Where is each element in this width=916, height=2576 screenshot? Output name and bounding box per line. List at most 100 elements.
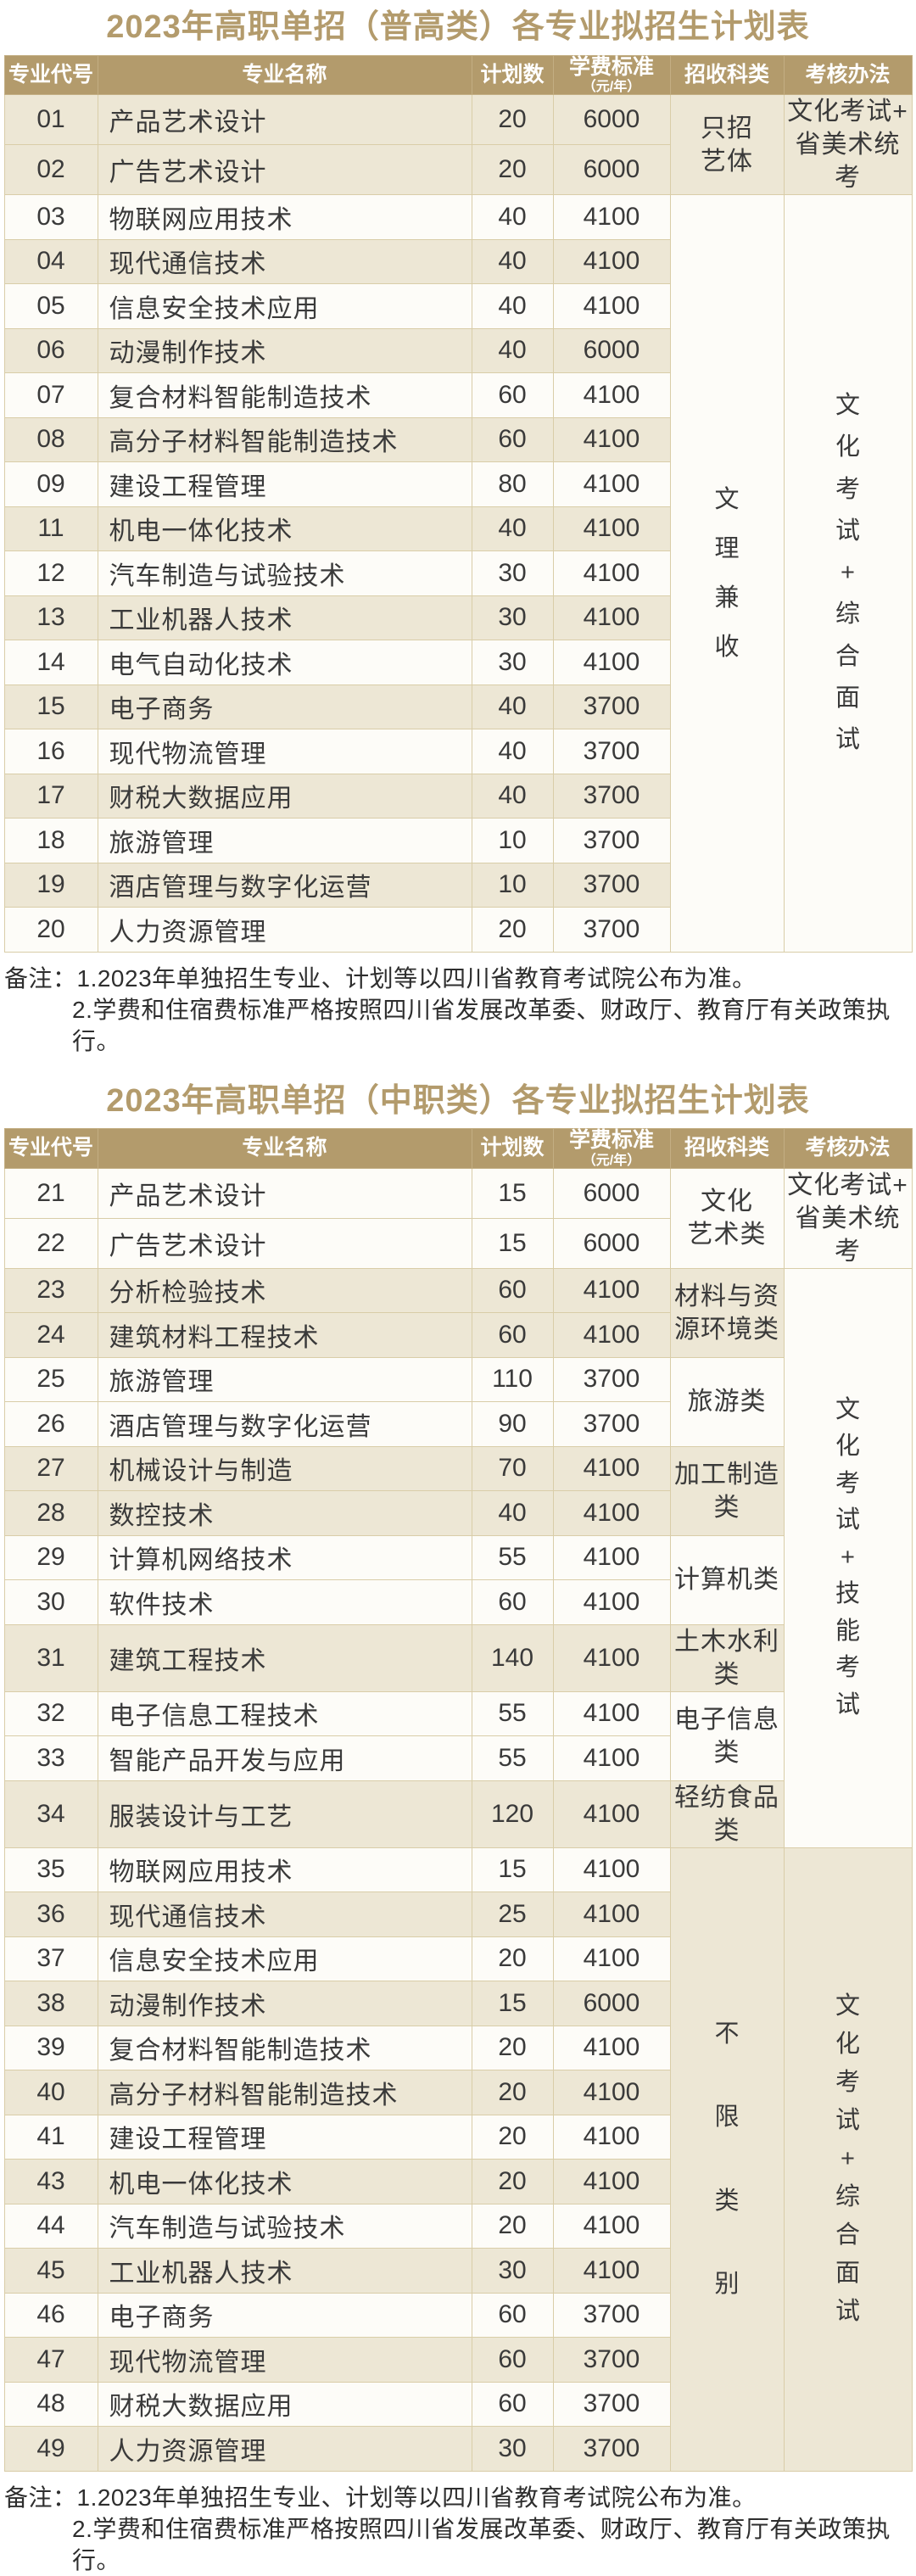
plan-cell: 60 [471, 372, 554, 418]
table-row: 24 建筑材料工程技术 60 4100 [3, 1312, 912, 1358]
plan-cell: 30 [471, 550, 554, 596]
code-cell: 29 [3, 1534, 98, 1581]
major-cell: 电气自动化技术 [97, 640, 472, 685]
plan-cell: 10 [471, 862, 554, 908]
tuition-cell: 4100 [552, 2070, 671, 2115]
table-row: 16 现代物流管理 40 3700 [3, 729, 912, 774]
table-row: 45 工业机器人技术 30 4100 [3, 2248, 912, 2294]
major-cell: 建设工程管理 [97, 2114, 472, 2160]
plan-cell: 20 [471, 2159, 554, 2204]
enrollment-table-pugao: 专业代号 专业名称 计划数 学费标准 （元/年） 招收科类 考核办法 01 产品艺术设计 20 6… [3, 54, 913, 953]
plan-cell: 140 [471, 1623, 554, 1692]
code-cell: 04 [3, 238, 98, 285]
col-header-tuition: 学费标准 （元/年） [552, 1128, 671, 1169]
method-cell: 文化考试+ 省美术统考 [783, 1167, 913, 1269]
major-cell: 电子商务 [97, 684, 472, 730]
code-cell: 43 [3, 2159, 98, 2204]
tuition-cell: 4100 [552, 1891, 671, 1937]
code-cell: 27 [3, 1445, 98, 1492]
table-row: 33 智能产品开发与应用 55 4100 [3, 1735, 912, 1781]
tuition-cell: 3700 [552, 818, 671, 863]
major-cell: 服装设计与工艺 [97, 1780, 472, 1848]
category-cell: 土木水利类 [669, 1623, 785, 1692]
category-cell: 旅游类 [669, 1356, 785, 1447]
table-row: 14 电气自动化技术 30 4100 [3, 640, 912, 685]
tuition-cell: 4100 [552, 550, 671, 596]
table-row: 40 高分子材料智能制造技术 20 4100 [3, 2070, 912, 2115]
code-cell: 17 [3, 773, 98, 819]
major-cell: 信息安全技术应用 [97, 1936, 472, 1982]
table-row: 43 机电一体化技术 20 4100 [3, 2159, 912, 2204]
major-cell: 信息安全技术应用 [97, 283, 472, 329]
table-title-zhongzhi: 2023年高职单招（中职类）各专业拟招生计划表 [106, 1082, 810, 1119]
table-title-pugao: 2023年高职单招（普高类）各专业拟招生计划表 [106, 9, 810, 45]
tuition-cell: 3700 [552, 862, 671, 908]
major-cell: 现代通信技术 [97, 1891, 472, 1937]
code-cell: 30 [3, 1579, 98, 1625]
tuition-cell: 3700 [552, 2426, 671, 2472]
plan-cell: 40 [471, 283, 554, 329]
col-header-category: 招收科类 [669, 54, 785, 96]
major-cell: 现代物流管理 [97, 2337, 472, 2383]
code-cell: 25 [3, 1356, 98, 1403]
tuition-cell: 4100 [552, 461, 671, 507]
table-row: 08 高分子材料智能制造技术 60 4100 [3, 416, 912, 463]
major-cell: 汽车制造与试验技术 [97, 550, 472, 596]
method-cell: 文化考试 + 综合面试 [783, 1847, 913, 2472]
table-row: 32 电子信息工程技术 55 4100 电子信息类 [3, 1690, 912, 1781]
tuition-cell: 6000 [552, 1981, 671, 2026]
plan-cell: 110 [471, 1356, 554, 1403]
code-cell: 06 [3, 327, 98, 374]
tuition-cell: 4100 [552, 1312, 671, 1358]
tuition-cell: 3700 [552, 684, 671, 730]
code-cell: 12 [3, 550, 98, 596]
major-cell: 物联网应用技术 [97, 194, 472, 240]
tuition-cell: 4100 [552, 1690, 671, 1737]
tuition-cell: 6000 [552, 327, 671, 374]
tuition-cell: 3700 [552, 2381, 671, 2428]
major-cell: 机电一体化技术 [97, 2159, 472, 2204]
category-cell: 电子信息类 [669, 1690, 785, 1781]
plan-cell: 15 [471, 1847, 554, 1893]
major-cell: 机械设计与制造 [97, 1445, 472, 1492]
table-row: 11 机电一体化技术 40 4100 [3, 506, 912, 552]
note-line-1: 备注：1.2023年单独招生专业、计划等以四川省教育考试院公布为准。 [4, 2484, 757, 2511]
table-row: 15 电子商务 40 3700 [3, 684, 912, 730]
plan-cell: 15 [471, 1981, 554, 2026]
tuition-cell: 4100 [552, 1780, 671, 1848]
section-zhongzhi: 2023年高职单招（中职类）各专业拟招生计划表 专业代号 专业名称 计划数 学费标准（… [0, 1082, 916, 2576]
plan-cell: 60 [471, 1267, 554, 1314]
tuition-cell: 6000 [552, 94, 671, 146]
header-row: 专业代号 专业名称 计划数 学费标准 （元/年） 招收科类 考核办法 [3, 1128, 913, 1169]
tuition-cell: 4100 [552, 506, 671, 552]
code-cell: 47 [3, 2337, 98, 2383]
plan-cell: 40 [471, 773, 554, 819]
tuition-cell: 4100 [552, 2025, 671, 2071]
code-cell: 19 [3, 862, 98, 908]
tuition-cell: 4100 [552, 1267, 671, 1314]
tuition-cell: 3700 [552, 1356, 671, 1403]
major-cell: 动漫制作技术 [97, 1981, 472, 2026]
col-header-plan: 计划数 [471, 1128, 554, 1169]
plan-cell: 20 [471, 2070, 554, 2115]
tuition-cell: 4100 [552, 238, 671, 285]
plan-cell: 55 [471, 1690, 554, 1737]
table-row: 03 物联网应用技术 40 4100 文理兼收文化考试 + 综合面试 [3, 194, 913, 953]
tuition-cell: 4100 [552, 2203, 671, 2249]
plan-cell: 10 [471, 818, 554, 863]
tuition-cell: 4100 [552, 372, 671, 418]
tuition-cell: 4100 [552, 283, 671, 329]
category-cell: 轻纺食品类 [669, 1780, 785, 1848]
tuition-cell: 4100 [552, 640, 671, 685]
category-cell: 不限类别 [669, 1847, 785, 2472]
code-cell: 48 [3, 2381, 98, 2428]
tuition-cell: 4100 [552, 1579, 671, 1625]
method-cell: 文化考试 + 技能考试 [783, 1267, 913, 1848]
col-header-major: 专业名称 [97, 54, 472, 96]
major-cell: 酒店管理与数字化运营 [97, 1401, 472, 1447]
code-cell: 40 [3, 2070, 98, 2115]
plan-cell: 120 [471, 1780, 554, 1848]
tuition-cell: 3700 [552, 907, 671, 953]
table-row: 47 现代物流管理 60 3700 [3, 2337, 912, 2383]
table-row: 05 信息安全技术应用 40 4100 [3, 283, 912, 329]
